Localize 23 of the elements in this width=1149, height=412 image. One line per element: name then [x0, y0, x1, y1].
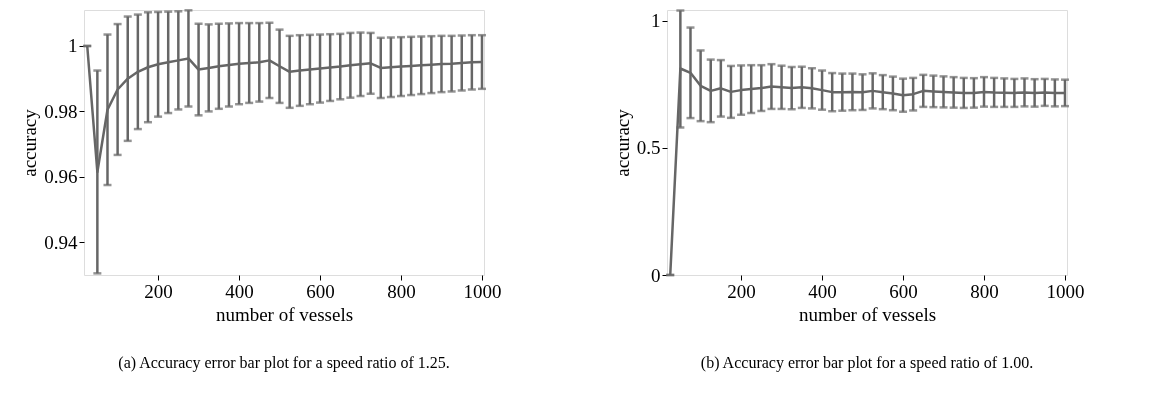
y-tick-label: 0.94 — [44, 231, 78, 253]
y-axis-title: accuracy — [19, 108, 41, 177]
x-tick-label: 400 — [225, 280, 254, 302]
x-tick-label: 200 — [727, 280, 756, 302]
x-tick-label: 200 — [144, 280, 173, 302]
x-axis-title: number of vessels — [215, 303, 354, 325]
text: (b) Accuracy error bar plot for a speed ratio of 1.00. — [700, 354, 1034, 372]
x-tick-label: 1000 — [463, 280, 502, 302]
x-tick-label: 800 — [970, 280, 999, 302]
y-tick-label: 1 — [68, 35, 78, 57]
x-tick-label: 400 — [808, 280, 837, 302]
x-tick-label: 800 — [387, 280, 416, 302]
x-tick-label: 600 — [306, 280, 335, 302]
x-tick-label: 600 — [889, 280, 918, 302]
x-tick-label: 1000 — [1046, 280, 1085, 302]
y-tick-label: 0.98 — [44, 100, 78, 122]
y-axis-title: accuracy — [611, 108, 633, 177]
x-axis-title: number of vessels — [798, 303, 937, 325]
y-tick-label: 0.5 — [636, 137, 661, 159]
y-tick-label: 1 — [651, 10, 661, 32]
y-tick-label: 0.96 — [44, 166, 78, 188]
y-tick-label: 0 — [651, 264, 661, 286]
text: (a) Accuracy error bar plot for a speed ratio of 1.25. — [118, 354, 450, 372]
